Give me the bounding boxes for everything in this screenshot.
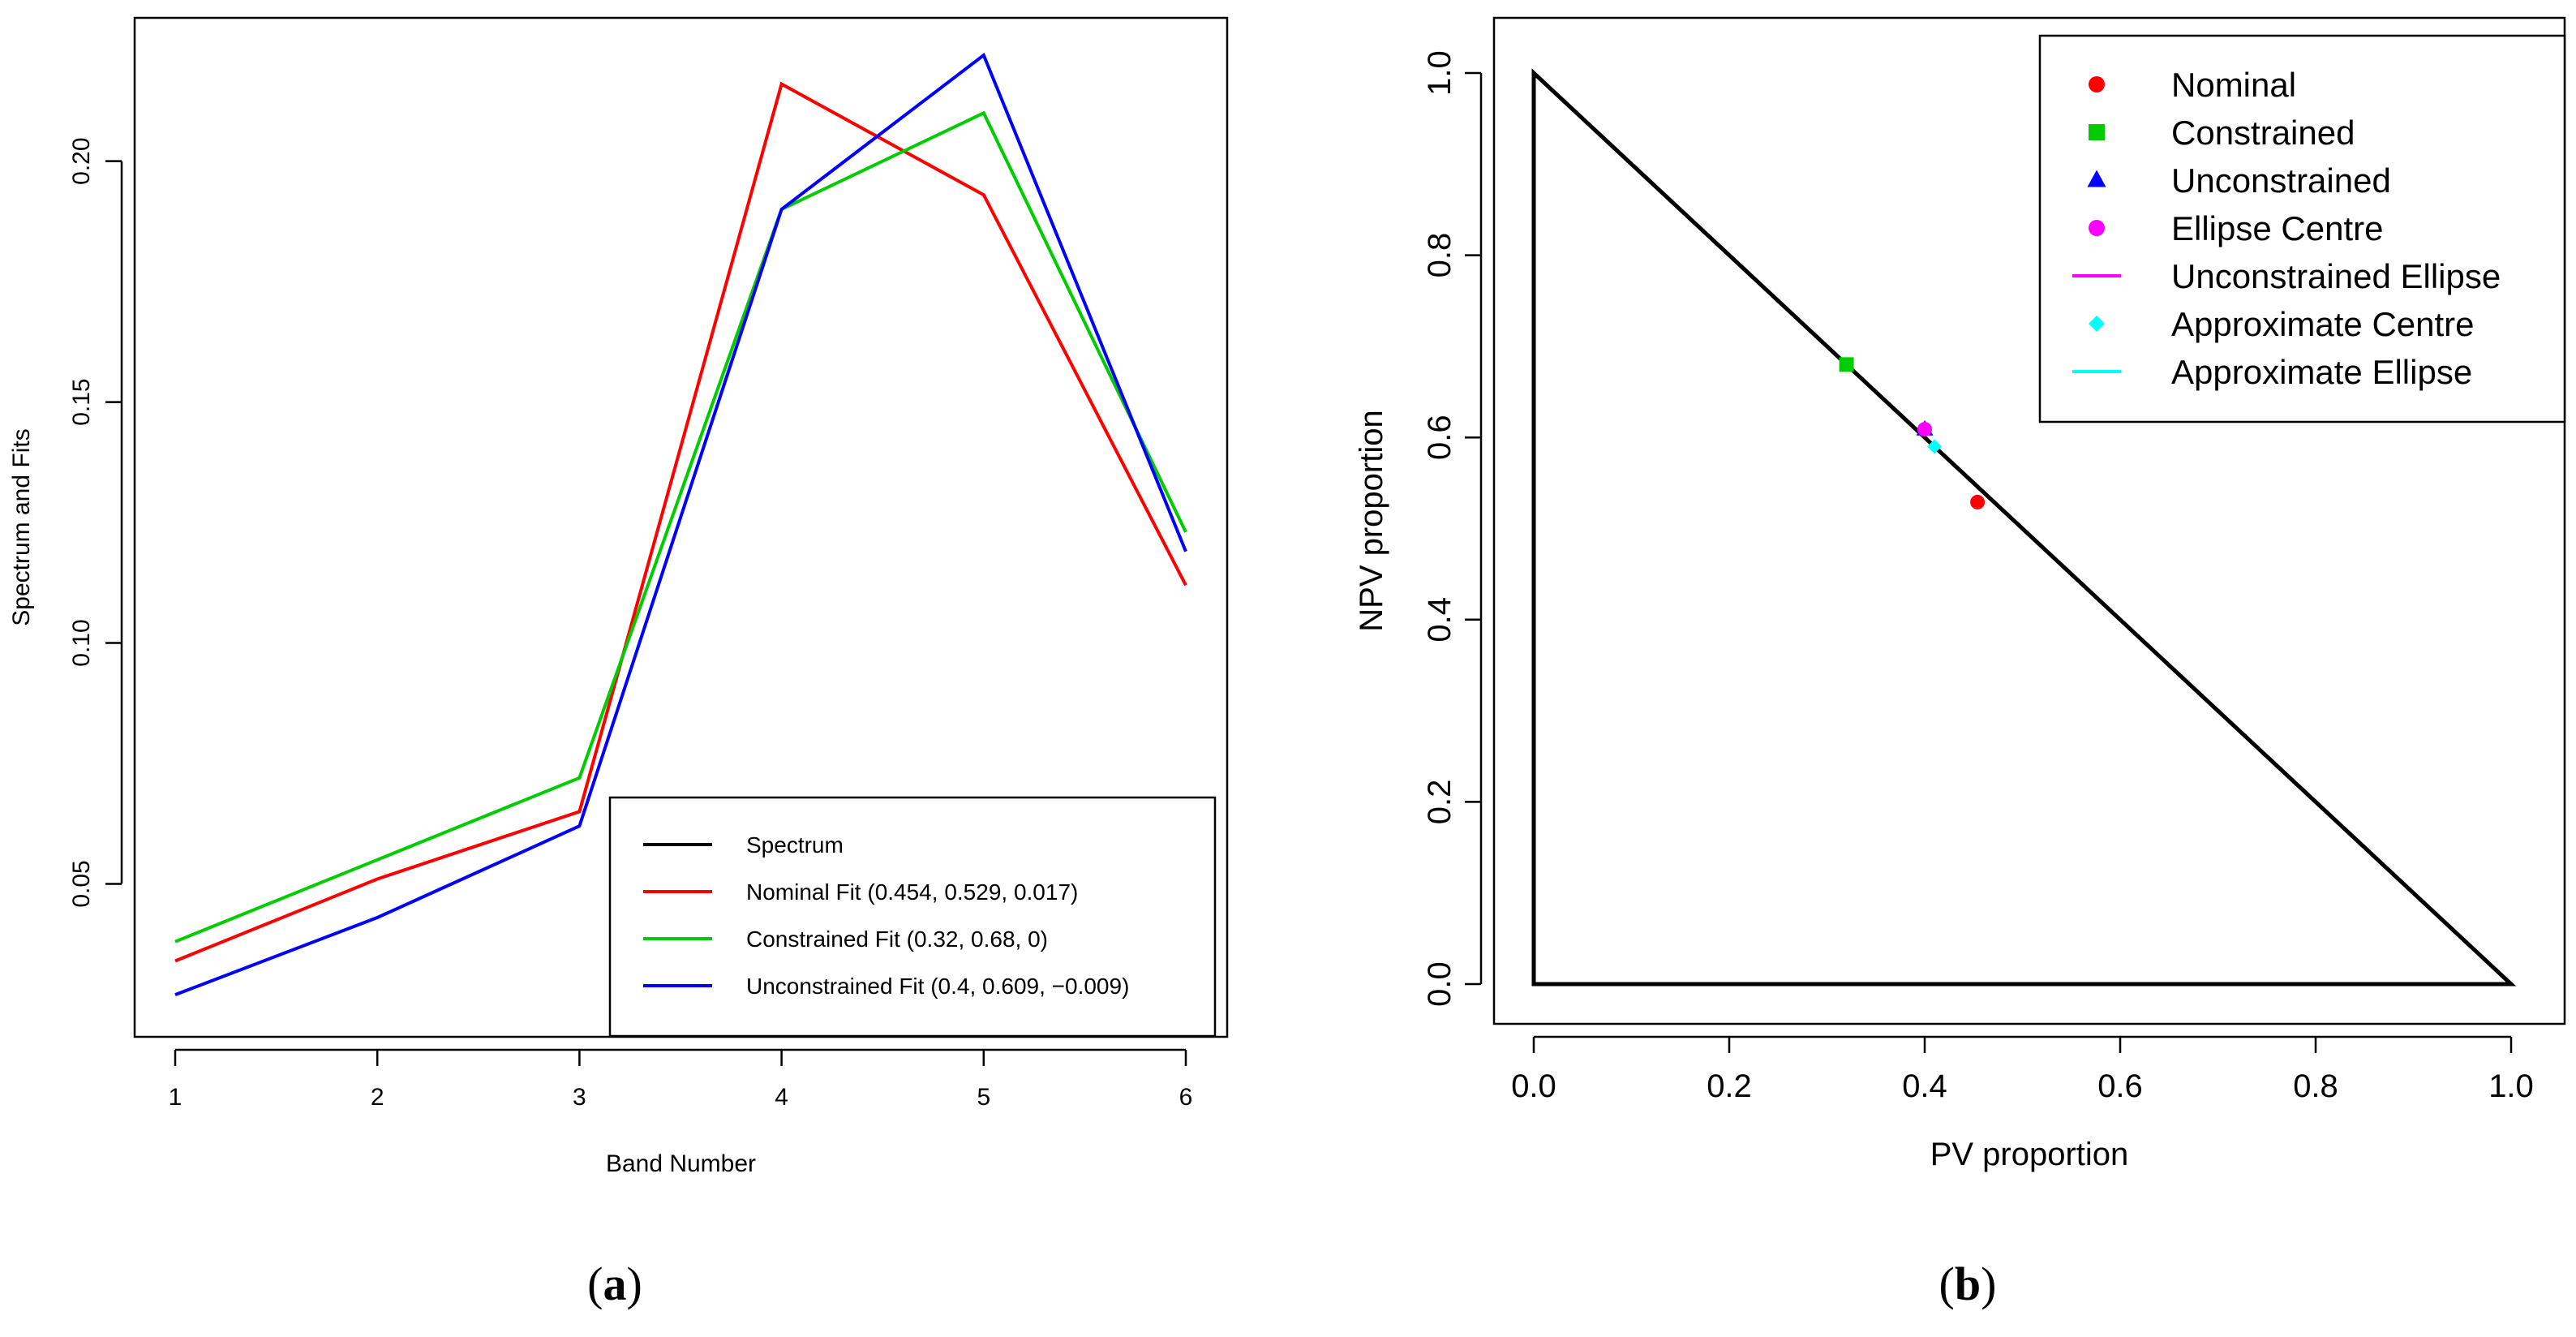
legend-marker-0 — [2089, 76, 2105, 92]
legend-label-6: Approximate Ellipse — [2171, 353, 2472, 391]
legend-marker-2 — [2087, 170, 2106, 187]
panel-label-paren-close: ) — [627, 1257, 642, 1310]
legend-marker-5 — [2089, 316, 2105, 332]
y-tick-label: 0.10 — [68, 619, 95, 666]
point-approximate-centre — [1927, 439, 1943, 454]
legend-label-3: Ellipse Centre — [2171, 209, 2383, 247]
legend-label-2: Constrained Fit (0.32, 0.68, 0) — [746, 926, 1048, 952]
y-tick-label: 0.15 — [68, 378, 95, 425]
y-tick-label: 0.8 — [1422, 233, 1458, 278]
panel-label: (a) — [587, 1257, 642, 1310]
x-tick-label: 0.4 — [1902, 1068, 1947, 1104]
panel-label-letter: a — [603, 1257, 627, 1310]
panel-label-paren-close: ) — [1981, 1257, 1996, 1310]
y-tick-label: 1.0 — [1422, 50, 1458, 96]
legend-label-1: Nominal Fit (0.454, 0.529, 0.017) — [746, 879, 1078, 905]
x-tick-label: 5 — [977, 1084, 990, 1111]
panel-label-letter: b — [1955, 1257, 1981, 1310]
x-axis-label: PV proportion — [1930, 1137, 2129, 1172]
y-tick-label: 0.20 — [68, 137, 95, 184]
x-tick-label: 1.0 — [2488, 1068, 2534, 1104]
simplex-triangle — [1531, 68, 2517, 987]
x-tick-label: 6 — [1179, 1084, 1193, 1111]
series-line-2 — [174, 110, 1187, 944]
point-ellipse-centre — [1917, 422, 1932, 437]
x-tick-label: 0.6 — [2097, 1068, 2143, 1104]
panel-label-paren-open: ( — [1939, 1257, 1955, 1310]
panel-a-line-chart: 1 2 3 4 5 6 Band Number 0.05 0.10 0.15 0.20 Spectru… — [8, 16, 1229, 1310]
x-tick-label: 3 — [573, 1084, 586, 1111]
y-tick-label: 0.2 — [1422, 780, 1458, 825]
x-tick-label: 2 — [371, 1084, 384, 1111]
y-tick-label: 0.0 — [1422, 961, 1458, 1007]
panel-label: (b) — [1939, 1257, 1997, 1310]
legend-label-0: Spectrum — [746, 832, 844, 858]
plot-frame — [1492, 16, 2566, 1025]
y-axis-label: NPV proportion — [1354, 410, 1389, 631]
point-nominal — [1970, 494, 1986, 509]
y-tick-label: 0.6 — [1422, 415, 1458, 460]
x-tick-label: 0.2 — [1707, 1068, 1752, 1104]
y-tick-label: 0.4 — [1422, 597, 1458, 643]
panel-b-ternary-scatter: 0.0 0.2 0.4 0.6 0.8 1.0 PV proportion 0.0 0.2 0.4… — [1354, 16, 2566, 1310]
series-line-1 — [174, 81, 1187, 963]
x-tick-label: 0.0 — [1511, 1068, 1556, 1104]
y-tick-label: 0.05 — [68, 860, 95, 907]
series-line-3 — [174, 52, 1187, 996]
legend-box — [608, 796, 1217, 1038]
legend-label-1: Constrained — [2171, 114, 2355, 152]
x-tick-label: 0.8 — [2293, 1068, 2338, 1104]
point-constrained — [1839, 357, 1854, 372]
legend-label-2: Unconstrained — [2171, 161, 2391, 200]
x-tick-label: 1 — [169, 1084, 182, 1111]
legend-label-0: Nominal — [2171, 66, 2296, 104]
legend-box — [2038, 34, 2566, 423]
legend-marker-3 — [2089, 220, 2105, 236]
panel-label-paren-open: ( — [587, 1257, 603, 1310]
legend-label-4: Unconstrained Ellipse — [2171, 257, 2501, 295]
x-tick-label: 4 — [775, 1084, 788, 1111]
y-axis-label: Spectrum and Fits — [8, 428, 35, 626]
legend-label-3: Unconstrained Fit (0.4, 0.609, −0.009) — [746, 974, 1129, 999]
legend-marker-1 — [2089, 124, 2105, 140]
x-axis-label: Band Number — [606, 1150, 756, 1177]
legend-label-5: Approximate Centre — [2171, 305, 2475, 343]
